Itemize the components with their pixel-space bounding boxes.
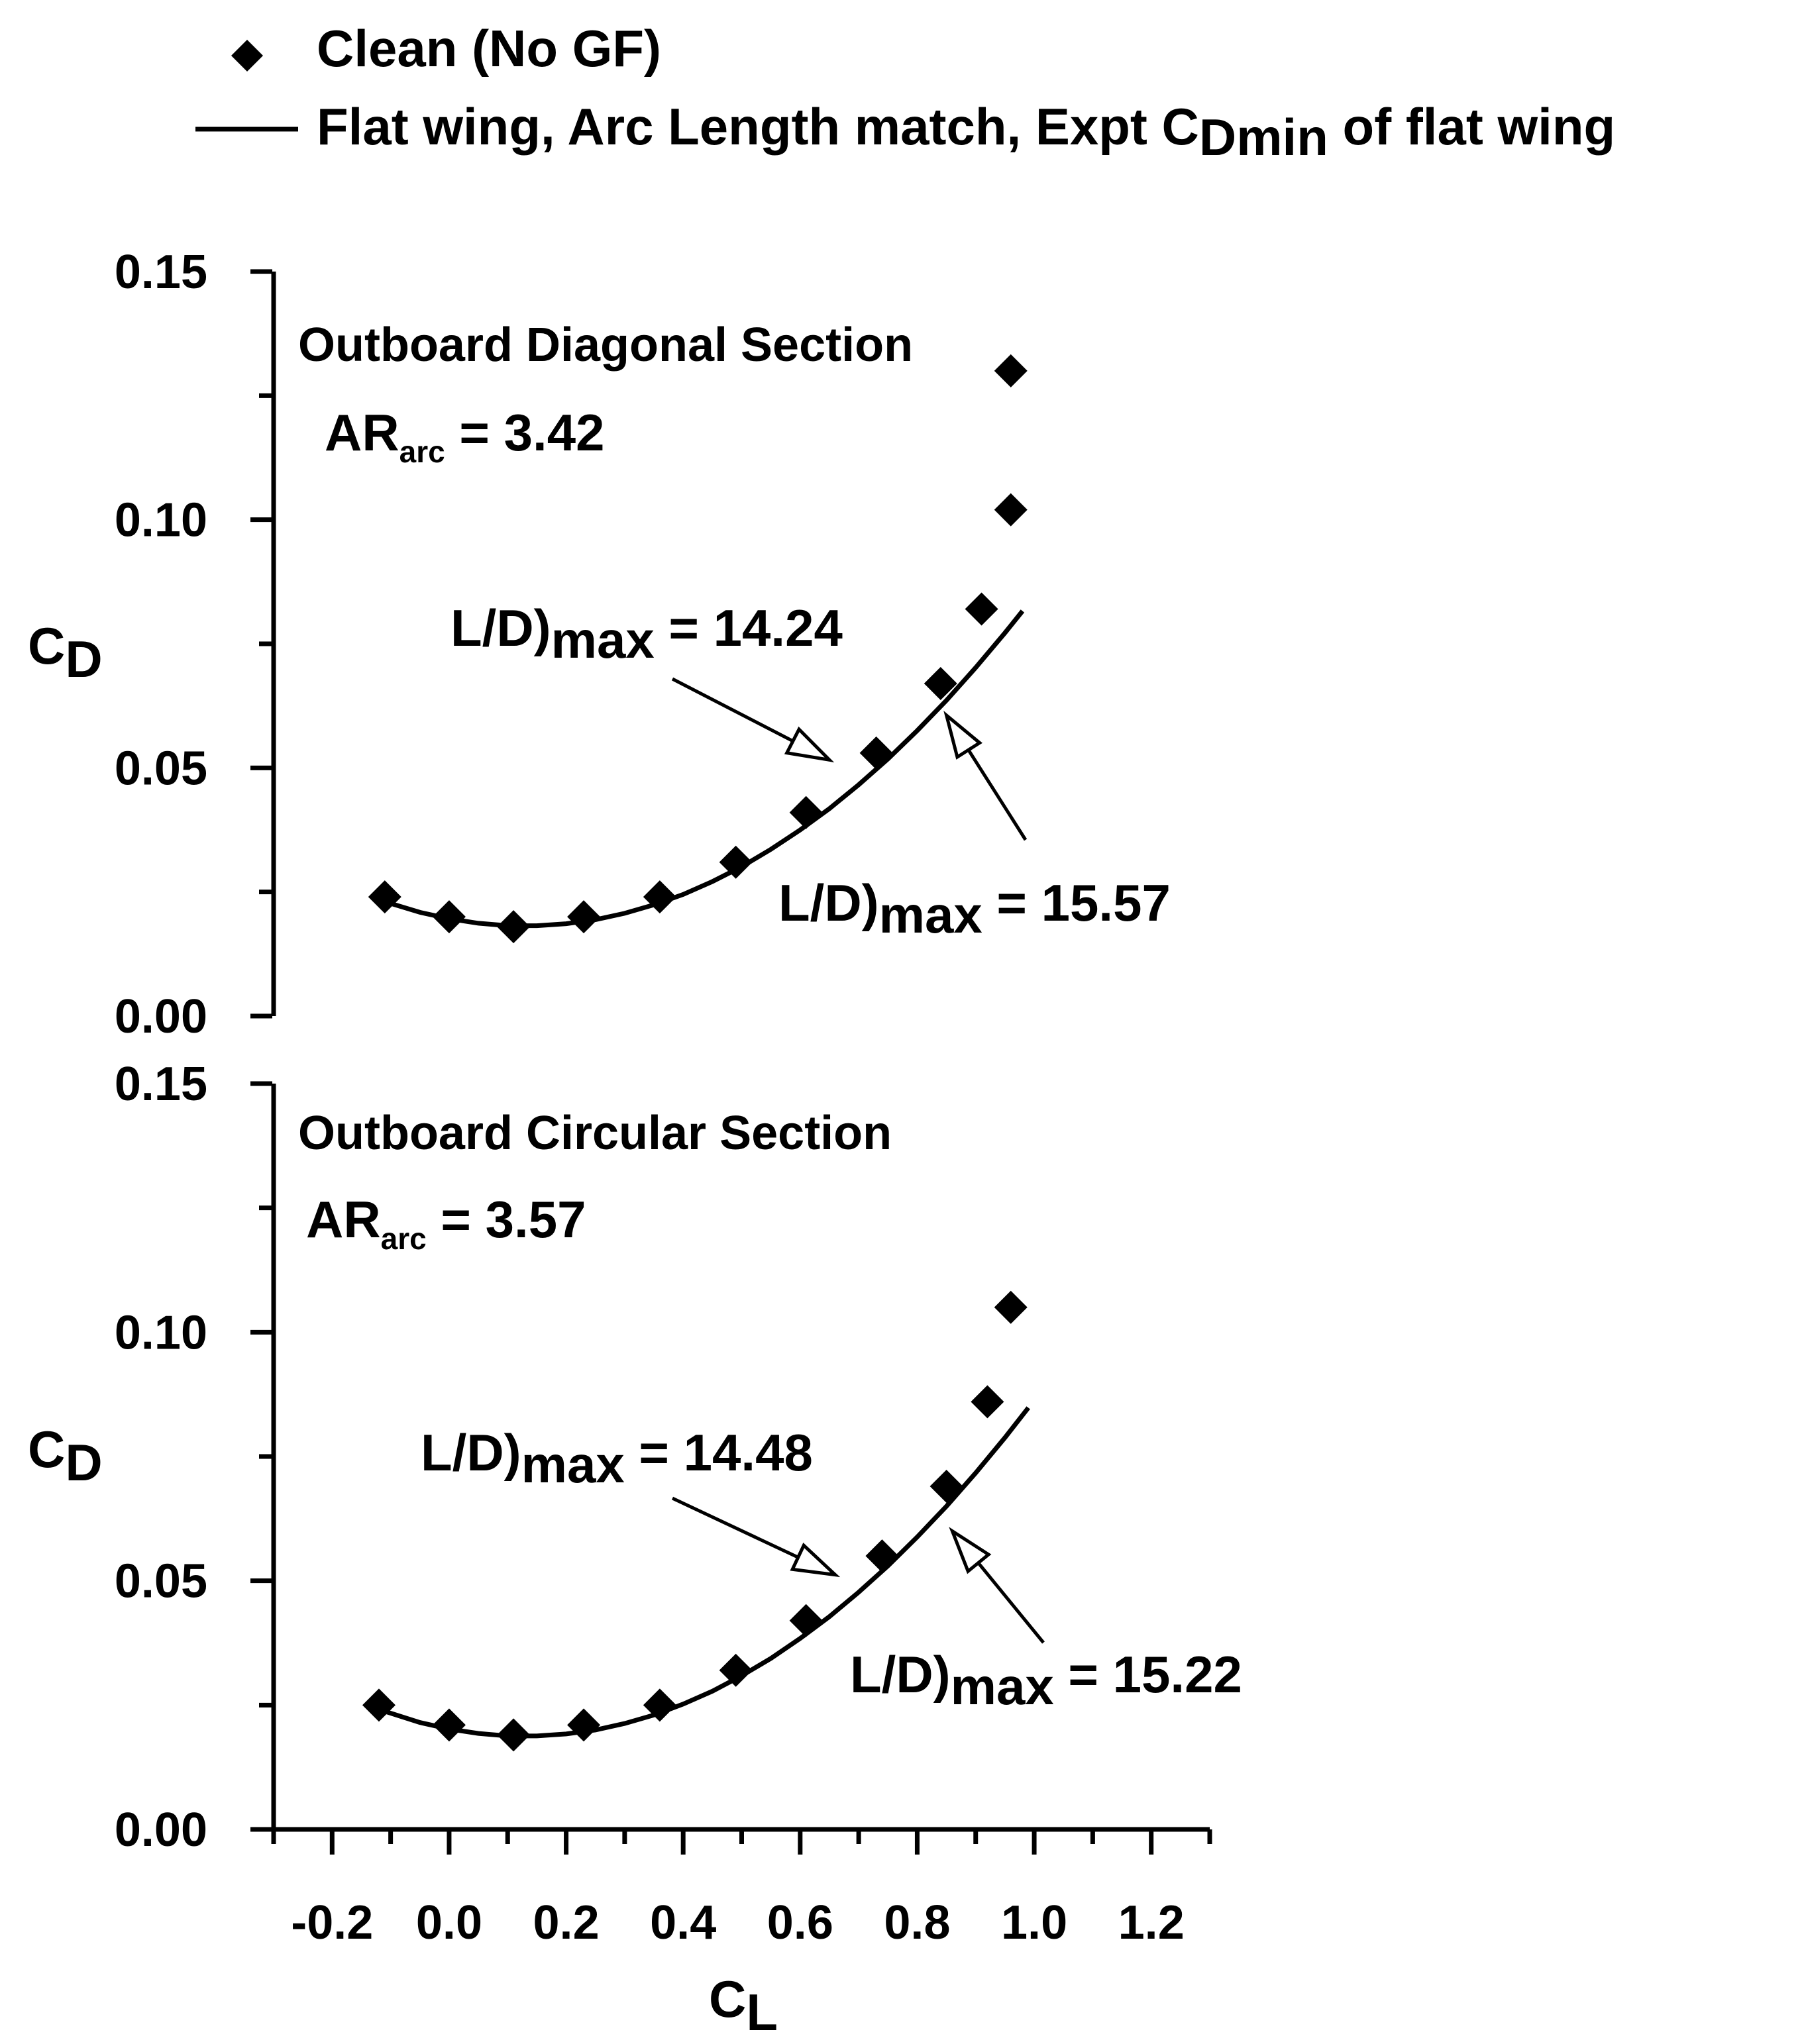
y-axis-label: CD bbox=[28, 1420, 103, 1492]
flat-wing-curve bbox=[378, 609, 1025, 929]
panel-title: Outboard Diagonal Section bbox=[298, 319, 913, 372]
y-tick-label: 0.00 bbox=[115, 1804, 207, 1857]
data-point-marker bbox=[362, 1688, 396, 1722]
y-tick-label: 0.15 bbox=[115, 246, 207, 299]
x-tick-label: -0.2 bbox=[291, 1896, 373, 1949]
aspect-ratio-label: ARarc = 3.42 bbox=[325, 403, 604, 469]
legend-diamond-marker bbox=[231, 40, 263, 72]
data-point-marker bbox=[497, 910, 531, 944]
legend-item-flat-wing: Flat wing, Arc Length match, Expt CDmin … bbox=[317, 97, 1615, 166]
data-point-marker bbox=[924, 666, 957, 700]
data-point-marker bbox=[929, 1470, 963, 1504]
data-point-marker bbox=[719, 1653, 753, 1687]
data-point-marker bbox=[994, 493, 1028, 527]
clean-markers bbox=[362, 1290, 1028, 1752]
x-tick-label: 0.4 bbox=[650, 1896, 716, 1949]
data-point-marker bbox=[865, 1539, 899, 1573]
panel-outboard-diagonal: 0.00 0.05 0.10 0.15 CD Outboard Diagonal Se… bbox=[28, 246, 1171, 1043]
y-tick-label: 0.10 bbox=[115, 1306, 207, 1359]
aspect-ratio-label: ARarc = 3.57 bbox=[306, 1190, 586, 1256]
legend: Clean (No GF) Flat wing, Arc Length matc… bbox=[195, 19, 1615, 166]
y-tick-label: 0.05 bbox=[115, 1555, 207, 1608]
annotation-ld-15-22: L/D)max = 15.22 bbox=[850, 1645, 1242, 1715]
data-point-marker bbox=[432, 900, 466, 934]
annotation-arrowhead-ld-15-22 bbox=[949, 1527, 992, 1574]
y-tick-label: 0.00 bbox=[115, 990, 207, 1043]
data-point-marker bbox=[994, 1290, 1028, 1324]
data-point-marker bbox=[719, 845, 753, 879]
x-tick-label: 1.2 bbox=[1118, 1896, 1185, 1949]
panel-title: Outboard Circular Section bbox=[298, 1107, 892, 1160]
y-tick-label: 0.10 bbox=[115, 494, 207, 547]
x-ticks: -0.2 0.0 0.2 0.4 0.6 0.8 1.0 1.2 bbox=[271, 1829, 1212, 1949]
annotations: L/D)max = 14.24 L/D)max = 15.57 bbox=[451, 599, 1171, 944]
data-point-marker bbox=[789, 795, 823, 829]
y-ticks: 0.00 0.05 0.10 0.15 bbox=[115, 1058, 272, 1857]
y-ticks: 0.00 0.05 0.10 0.15 bbox=[115, 246, 272, 1043]
data-point-marker bbox=[994, 354, 1028, 387]
x-tick-label: 0.6 bbox=[767, 1896, 833, 1949]
data-point-marker bbox=[567, 900, 601, 934]
x-tick-label: 0.2 bbox=[533, 1896, 600, 1949]
annotation-ld-15-57: L/D)max = 15.57 bbox=[778, 874, 1171, 944]
data-point-marker bbox=[643, 880, 676, 914]
data-point-marker bbox=[643, 1688, 676, 1722]
x-tick-label: 0.8 bbox=[884, 1896, 950, 1949]
annotations: L/D)max = 14.48 L/D)max = 15.22 bbox=[421, 1423, 1242, 1715]
clean-markers bbox=[368, 354, 1028, 944]
legend-item-clean: Clean (No GF) bbox=[317, 19, 661, 77]
annotation-arrowhead-ld-14-48 bbox=[790, 1542, 841, 1578]
data-point-marker bbox=[859, 736, 893, 770]
annotation-arrowhead-ld-15-57 bbox=[943, 711, 982, 760]
x-tick-label: 1.0 bbox=[1001, 1896, 1067, 1949]
annotation-ld-14-48: L/D)max = 14.48 bbox=[421, 1423, 813, 1494]
data-point-marker bbox=[432, 1708, 466, 1742]
data-point-marker bbox=[497, 1718, 531, 1752]
y-axis-label: CD bbox=[28, 617, 103, 688]
x-tick-label: 0.0 bbox=[416, 1896, 482, 1949]
y-tick-label: 0.05 bbox=[115, 742, 207, 795]
data-point-marker bbox=[789, 1604, 823, 1637]
data-point-marker bbox=[567, 1708, 601, 1742]
data-point-marker bbox=[971, 1385, 1004, 1419]
data-point-marker bbox=[368, 880, 401, 914]
annotation-arrowhead-ld-14-24 bbox=[784, 726, 835, 763]
data-point-marker bbox=[965, 592, 998, 626]
y-tick-label: 0.15 bbox=[115, 1058, 207, 1111]
panel-outboard-circular: 0.00 0.05 0.10 0.15 -0.2 0.0 0.2 0.4 0.6 0.8 1.0 1… bbox=[28, 1058, 1242, 2041]
annotation-ld-14-24: L/D)max = 14.24 bbox=[451, 599, 843, 669]
x-axis-label: CL bbox=[709, 1970, 778, 2041]
